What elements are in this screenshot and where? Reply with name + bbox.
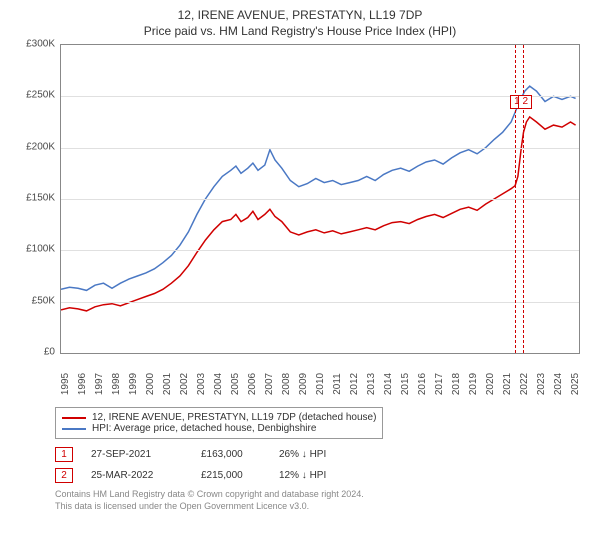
x-axis-label: 2014 (383, 373, 394, 395)
y-axis-label: £250K (26, 90, 55, 101)
chart-area: 12 £0£50K£100K£150K£200K£250K£300K199519… (15, 44, 585, 369)
legend-row: 12, IRENE AVENUE, PRESTATYN, LL19 7DP (d… (62, 412, 376, 423)
x-axis-label: 2021 (502, 373, 513, 395)
x-axis-label: 2016 (417, 373, 428, 395)
legend-label-2: HPI: Average price, detached house, Denb… (92, 423, 316, 434)
x-axis-label: 2023 (536, 373, 547, 395)
y-axis-label: £200K (26, 141, 55, 152)
table-row: 1 27-SEP-2021 £163,000 26% ↓ HPI (55, 447, 590, 462)
x-axis-label: 2022 (519, 373, 530, 395)
plot: 12 (60, 44, 580, 354)
x-axis-label: 1998 (111, 373, 122, 395)
y-axis-label: £150K (26, 193, 55, 204)
marker-line (515, 45, 516, 353)
y-axis-label: £0 (44, 347, 55, 358)
tx-price: £215,000 (201, 470, 261, 481)
legend: 12, IRENE AVENUE, PRESTATYN, LL19 7DP (d… (55, 407, 383, 439)
x-axis-label: 2006 (247, 373, 258, 395)
x-axis-label: 2000 (145, 373, 156, 395)
tx-badge: 1 (55, 447, 73, 462)
x-axis-label: 2019 (468, 373, 479, 395)
tx-pct: 12% ↓ HPI (279, 470, 369, 481)
legend-swatch-2 (62, 428, 86, 430)
y-axis-label: £50K (32, 295, 55, 306)
x-axis-label: 2020 (485, 373, 496, 395)
x-axis-label: 2017 (434, 373, 445, 395)
chart-title: 12, IRENE AVENUE, PRESTATYN, LL19 7DP (10, 8, 590, 22)
marker-line (523, 45, 524, 353)
footer-line-2: This data is licensed under the Open Gov… (55, 501, 590, 513)
series-line (61, 86, 576, 290)
x-axis-label: 2024 (553, 373, 564, 395)
x-axis-label: 1995 (60, 373, 71, 395)
x-axis-label: 2011 (332, 373, 343, 395)
tx-date: 27-SEP-2021 (91, 449, 183, 460)
x-axis-label: 2003 (196, 373, 207, 395)
x-axis-label: 1997 (94, 373, 105, 395)
x-axis-label: 2007 (264, 373, 275, 395)
footer: Contains HM Land Registry data © Crown c… (55, 489, 590, 512)
x-axis-label: 2002 (179, 373, 190, 395)
x-axis-label: 2018 (451, 373, 462, 395)
x-axis-label: 1996 (77, 373, 88, 395)
legend-label-1: 12, IRENE AVENUE, PRESTATYN, LL19 7DP (d… (92, 412, 376, 423)
marker-badge: 2 (518, 95, 532, 109)
series-line (61, 117, 576, 311)
chart-subtitle: Price paid vs. HM Land Registry's House … (10, 24, 590, 38)
tx-badge: 2 (55, 468, 73, 483)
x-axis-label: 2001 (162, 373, 173, 395)
tx-date: 25-MAR-2022 (91, 470, 183, 481)
x-axis-label: 2015 (400, 373, 411, 395)
legend-swatch-1 (62, 417, 86, 419)
x-axis-label: 2004 (213, 373, 224, 395)
x-axis-label: 2010 (315, 373, 326, 395)
x-axis-label: 2009 (298, 373, 309, 395)
x-axis-label: 2008 (281, 373, 292, 395)
tx-pct: 26% ↓ HPI (279, 449, 369, 460)
footer-line-1: Contains HM Land Registry data © Crown c… (55, 489, 590, 501)
table-row: 2 25-MAR-2022 £215,000 12% ↓ HPI (55, 468, 590, 483)
x-axis-label: 2013 (366, 373, 377, 395)
x-axis-label: 2025 (570, 373, 581, 395)
tx-price: £163,000 (201, 449, 261, 460)
y-axis-label: £300K (26, 39, 55, 50)
transaction-table: 1 27-SEP-2021 £163,000 26% ↓ HPI 2 25-MA… (55, 447, 590, 483)
x-axis-label: 2012 (349, 373, 360, 395)
legend-row: HPI: Average price, detached house, Denb… (62, 423, 376, 434)
x-axis-label: 1999 (128, 373, 139, 395)
y-axis-label: £100K (26, 244, 55, 255)
x-axis-label: 2005 (230, 373, 241, 395)
